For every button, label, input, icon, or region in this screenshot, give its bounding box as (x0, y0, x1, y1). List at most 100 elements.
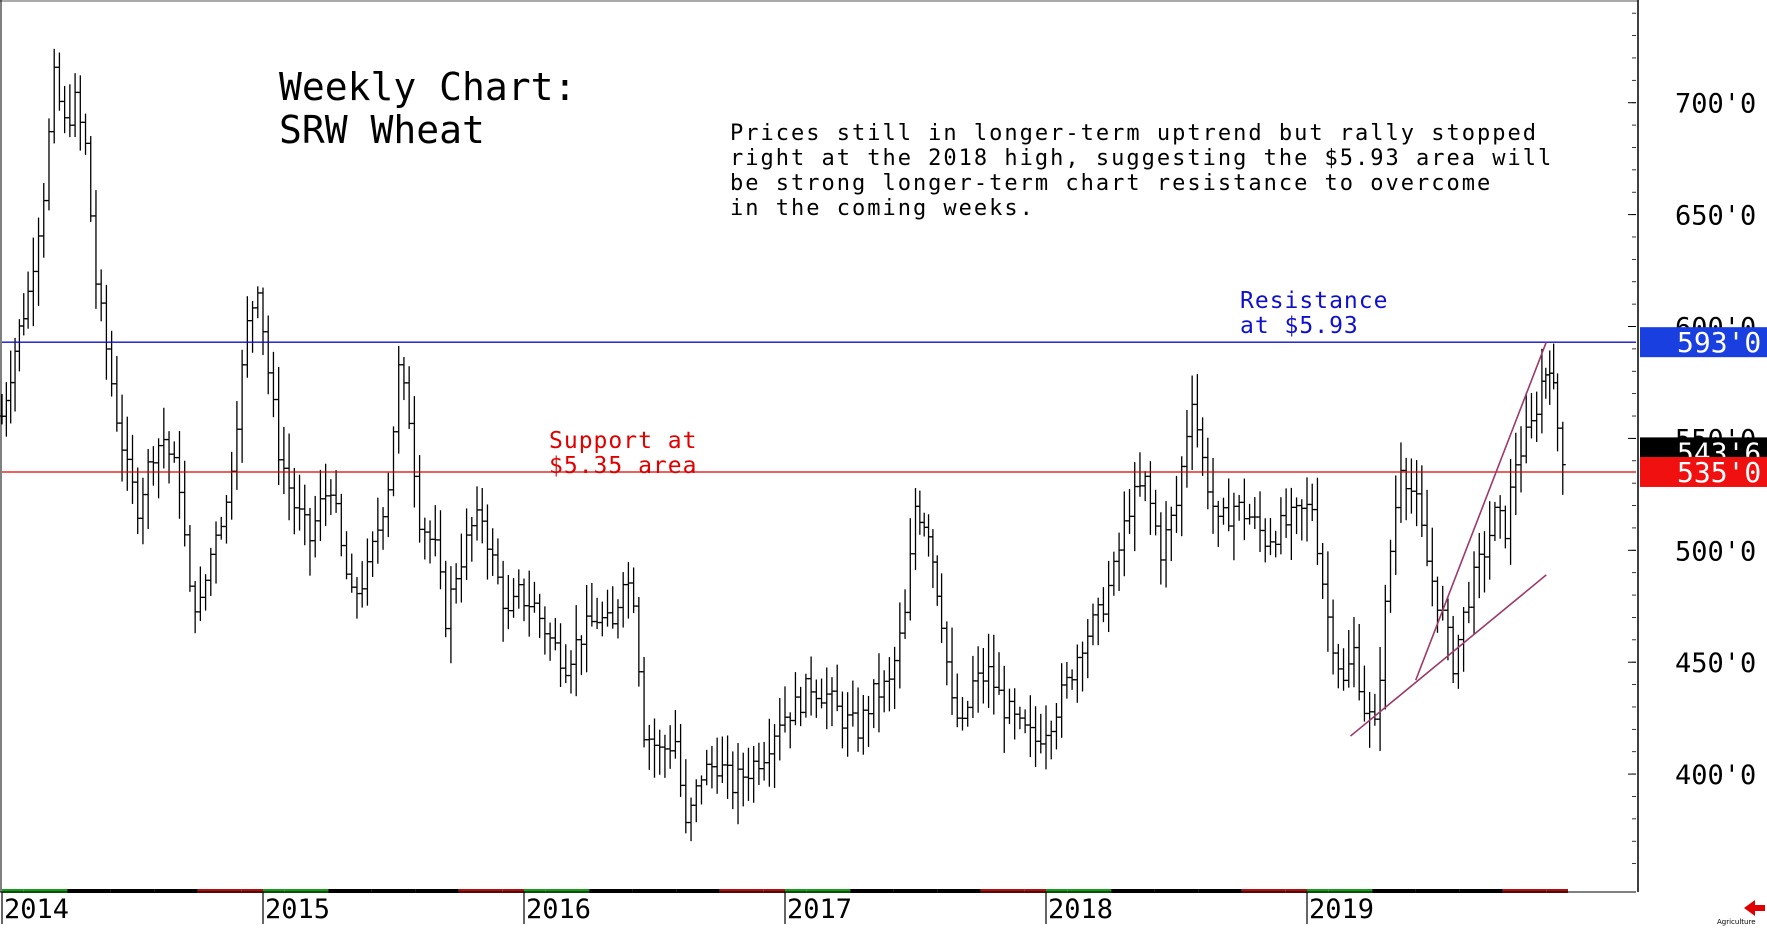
month-strip-segment (132, 889, 155, 893)
month-strip-segment (154, 889, 176, 893)
y-tick-label: 450'0 (1675, 648, 1756, 679)
commentary-line-4: in the coming weeks. (730, 196, 1035, 221)
month-strip-segment (1372, 889, 1394, 893)
month-strip-segment (654, 889, 677, 893)
month-strip-segment (437, 889, 459, 893)
month-strip-segment (676, 889, 698, 893)
commentary-line-3: be strong longer-term chart resistance t… (730, 171, 1492, 196)
month-strip-segment (284, 889, 307, 893)
month-strip-segment (415, 889, 437, 893)
month-strip-segment (1133, 889, 1155, 893)
resistance-label-line-2: at $5.93 (1240, 313, 1359, 339)
month-strip-segment (1111, 889, 1133, 893)
month-strip-segment (1263, 889, 1286, 893)
x-year-label: 2016 (526, 894, 591, 925)
month-strip-segment (1394, 889, 1416, 893)
month-strip-segment (980, 889, 1003, 893)
arrow-left-icon (1744, 900, 1765, 916)
support-tag-text: 535'0 (1677, 456, 1761, 489)
month-strip-segment (1502, 889, 1525, 893)
month-strip-segment (1524, 889, 1547, 893)
support-tag-bg (1640, 456, 1767, 487)
x-year-label: 2014 (4, 894, 69, 925)
footer-brand: Agriculture (1717, 918, 1756, 926)
month-strip-segment (959, 889, 981, 893)
month-strip-segment (45, 889, 68, 893)
month-strip-segment (23, 889, 46, 893)
levels-layer (2, 341, 1636, 473)
month-strip-segment (1415, 889, 1438, 893)
month-strip-segment (197, 889, 220, 893)
month-strip-segment (1176, 889, 1199, 893)
month-strip-segment (1154, 889, 1177, 893)
month-strip-segment (176, 889, 198, 893)
y-tick-label: 700'0 (1675, 89, 1756, 120)
y-tick-label: 500'0 (1675, 536, 1756, 567)
y-axis: 400'0450'0500'0550'0600'0650'0700'0543'6… (1628, 12, 1767, 865)
month-strip-segment (502, 889, 524, 893)
month-strip-segment (915, 889, 938, 893)
month-strip-segment (589, 889, 611, 893)
commentary-line-1: Prices still in longer-term uptrend but … (730, 121, 1538, 146)
month-strip-segment (763, 889, 785, 893)
ohlc-bars (0, 48, 1566, 842)
month-strip-segment (1350, 889, 1373, 893)
month-strip-segment (1002, 889, 1025, 893)
month-strip-segment (2, 889, 24, 893)
month-strip-segment (1481, 889, 1503, 893)
month-strip-segment (1067, 889, 1090, 893)
month-strip-segment (719, 889, 742, 893)
month-strip-segment (1437, 889, 1460, 893)
resistance-tag-bg (1640, 327, 1767, 358)
resistance-tag: 593'0 (1640, 326, 1767, 359)
month-strip-segment (1546, 889, 1568, 893)
month-strip-segment (611, 889, 633, 893)
commentary-line-2: right at the 2018 high, suggesting the $… (730, 146, 1553, 171)
x-year-label: 2017 (787, 894, 852, 925)
month-strip-segment (1220, 889, 1242, 893)
month-strip-segment (1328, 889, 1351, 893)
month-strip-segment (480, 889, 503, 893)
month-strip-segment (1307, 889, 1329, 893)
month-strip-segment (328, 889, 350, 893)
month-strip-segment (1024, 889, 1046, 893)
month-strip-segment (828, 889, 851, 893)
x-axis: 2014 2015 2016 2017 2018 2019 (0, 889, 1636, 925)
month-strip-segment (806, 889, 829, 893)
x-year-label: 2018 (1048, 894, 1113, 925)
month-strip-segment (1285, 889, 1307, 893)
y-tick-label: 650'0 (1675, 201, 1756, 232)
support-label-line-2: $5.35 area (549, 453, 697, 479)
ohlc-bar (1559, 421, 1566, 495)
month-strip-segment (263, 889, 285, 893)
month-strip-segment (1089, 889, 1112, 893)
month-strip-segment (458, 889, 481, 893)
month-strip-segment (393, 889, 416, 893)
month-strip-segment (567, 889, 590, 893)
month-strip-segment (698, 889, 720, 893)
month-strip-segment (937, 889, 959, 893)
resistance-label-line-1: Resistance (1240, 288, 1388, 314)
month-strip-segment (741, 889, 764, 893)
month-strip-segment (1046, 889, 1068, 893)
month-strip-segment (524, 889, 546, 893)
month-strip-segment (1198, 889, 1220, 893)
month-strip-segment (1459, 889, 1481, 893)
x-year-label: 2019 (1309, 894, 1374, 925)
y-tick-label: 400'0 (1675, 760, 1756, 791)
month-strip-segment (1241, 889, 1264, 893)
month-strip-segment (67, 889, 89, 893)
month-strip-segment (110, 889, 133, 893)
trendline-1 (1349, 574, 1547, 737)
support-label-line-1: Support at (549, 428, 697, 454)
month-strip-segment (219, 889, 242, 893)
month-strip-segment (371, 889, 394, 893)
month-strip-segment (893, 889, 916, 893)
month-strip-segment (632, 889, 655, 893)
chart-title-line-1: Weekly Chart: (279, 65, 576, 109)
month-strip-segment (350, 889, 372, 893)
support-tag: 535'0 (1640, 456, 1767, 489)
chart-title-line-2: SRW Wheat (279, 108, 485, 152)
